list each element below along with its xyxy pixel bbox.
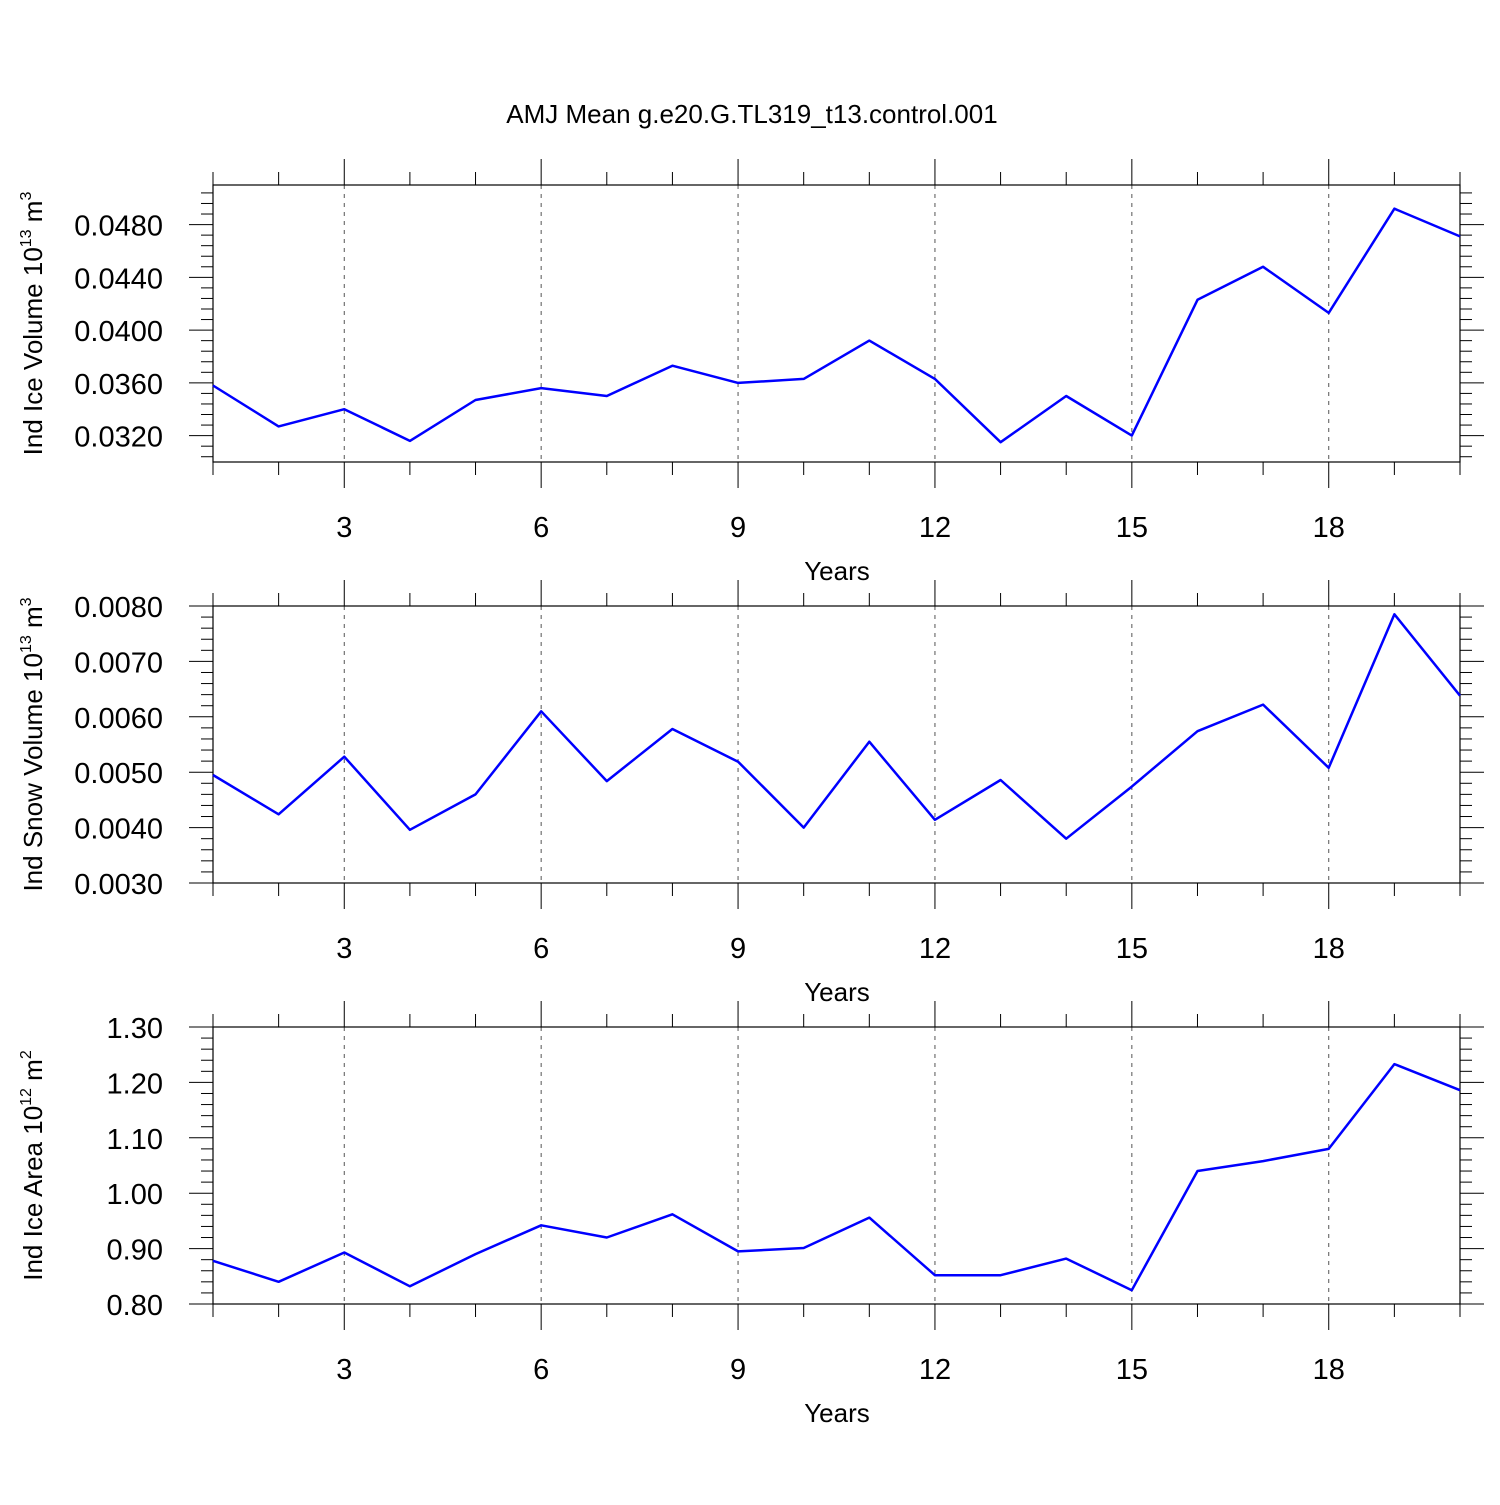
- y-label-unit: m: [18, 201, 48, 230]
- y-label-unit: m: [18, 1059, 48, 1088]
- x-tick-label: 3: [336, 1354, 352, 1386]
- x-tick-label: 6: [533, 1354, 549, 1386]
- y-tick-label: 0.0320: [74, 422, 163, 454]
- x-tick-label: 18: [1313, 1354, 1345, 1386]
- x-tick-label: 3: [336, 933, 352, 965]
- plot-frame: [212, 1026, 1461, 1305]
- x-tick-label: 18: [1313, 512, 1345, 544]
- y-tick-label: 0.0440: [74, 263, 163, 295]
- y-tick-label: 0.0080: [74, 592, 163, 624]
- chart-title: AMJ Mean g.e20.G.TL319_t13.control.001: [506, 99, 997, 129]
- x-tick-label: 3: [336, 512, 352, 544]
- y-label-unit: m: [18, 606, 48, 635]
- y-label-exponent: 12: [18, 1088, 35, 1106]
- x-tick-label: 9: [730, 933, 746, 965]
- y-tick-label: 0.0030: [74, 869, 163, 901]
- x-tick-label: 12: [919, 1354, 951, 1386]
- y-label-text: Ind Ice Area 10: [18, 1106, 48, 1281]
- x-tick-label: 15: [1116, 933, 1148, 965]
- y-tick-label: 0.80: [107, 1290, 163, 1322]
- x-tick-label: 15: [1116, 512, 1148, 544]
- y-label-text: Ind Ice Volume 10: [18, 247, 48, 455]
- y-tick-label: 0.0360: [74, 369, 163, 401]
- y-axis-label: Ind Ice Volume 1013 m3: [18, 192, 48, 456]
- series-line: [212, 207, 1461, 444]
- y-axis-label: Ind Ice Area 1012 m2: [18, 1050, 48, 1281]
- y-tick-label: 0.0070: [74, 647, 163, 679]
- y-tick-label: 0.0400: [74, 316, 163, 348]
- y-label-unit-exponent: 3: [18, 597, 35, 606]
- x-tick-label: 6: [533, 512, 549, 544]
- y-tick-label: 1.00: [107, 1179, 163, 1211]
- y-tick-label: 0.0480: [74, 211, 163, 243]
- plot-frame: [212, 605, 1461, 884]
- plot-frame: [212, 184, 1461, 463]
- x-tick-label: 9: [730, 1354, 746, 1386]
- x-axis-label: Years: [804, 977, 870, 1007]
- y-label-exponent: 13: [18, 229, 35, 247]
- x-axis-label: Years: [804, 556, 870, 586]
- y-label-unit-exponent: 3: [18, 192, 35, 201]
- y-tick-label: 0.0050: [74, 758, 163, 790]
- y-tick-label: 0.0060: [74, 703, 163, 735]
- panel-3: 3 6 9 12 15 18 0.80 0.90 1.00 1.10 1.20 1.30 Years In…: [18, 1001, 1484, 1428]
- x-tick-label: 9: [730, 512, 746, 544]
- x-tick-label: 15: [1116, 1354, 1148, 1386]
- y-tick-label: 1.20: [107, 1068, 163, 1100]
- x-tick-label: 12: [919, 512, 951, 544]
- chart-panels: 3 6 9 12 15 18 0.0320 0.0360 0.0400 0.0440 0.0480 Y…: [18, 159, 1484, 1428]
- y-tick-label: 1.10: [107, 1124, 163, 1156]
- x-tick-label: 18: [1313, 933, 1345, 965]
- series-line: [212, 1062, 1461, 1292]
- x-tick-label: 12: [919, 933, 951, 965]
- y-tick-label: 0.90: [107, 1235, 163, 1267]
- panel-1: 3 6 9 12 15 18 0.0320 0.0360 0.0400 0.0440 0.0480 Y…: [18, 159, 1484, 586]
- y-label-exponent: 13: [18, 635, 35, 653]
- y-label-text: Ind Snow Volume 10: [18, 653, 48, 892]
- y-tick-label: 0.0040: [74, 814, 163, 846]
- x-tick-label: 6: [533, 933, 549, 965]
- y-axis-label: Ind Snow Volume 1013 m3: [18, 597, 48, 891]
- y-label-unit-exponent: 2: [18, 1050, 35, 1059]
- panel-2: 3 6 9 12 15 18 0.0030 0.0040 0.0050 0.0060 0.0070 0…: [18, 580, 1484, 1007]
- y-tick-label: 1.30: [107, 1013, 163, 1045]
- series-line: [212, 613, 1461, 840]
- x-axis-label: Years: [804, 1398, 870, 1428]
